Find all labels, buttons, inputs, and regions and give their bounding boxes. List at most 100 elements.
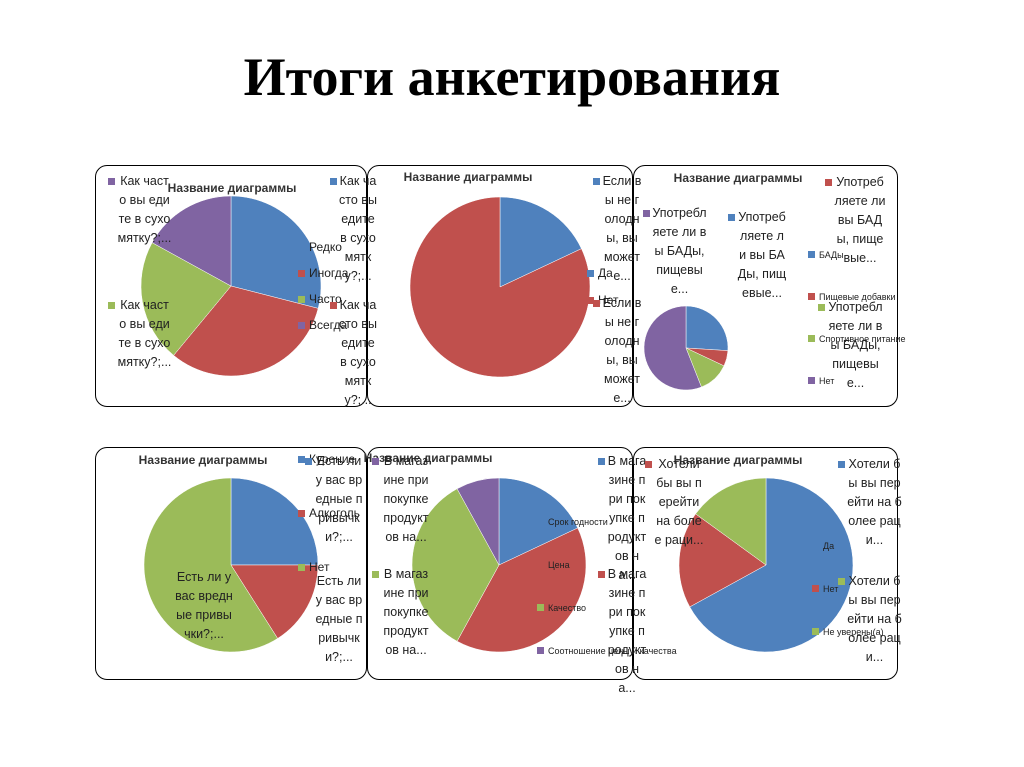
label-marker [818,304,825,311]
pie-slice [499,196,582,288]
data-label: Если вы не голодны, вы можете... [602,174,642,283]
legend-swatch [537,647,544,654]
legend-label: Да [598,266,613,280]
legend-swatch [808,251,815,258]
slide-title: Итоги анкетирования [243,47,781,107]
label-marker [838,461,845,468]
legend-swatch [812,585,819,592]
legend-swatch [587,270,594,277]
legend-entry: Да [812,541,834,551]
legend-swatch [812,628,819,635]
data-label: В магазине при покупке продуктов на... [607,454,647,582]
pie-slice [143,477,278,653]
legend-swatch [298,270,305,277]
legend-entry: БАДы [808,250,844,260]
legend-entry: Редко [298,240,342,254]
label-marker [330,302,337,309]
legend-entry: Да [587,266,613,280]
label-marker [108,178,115,185]
legend-entry: Алкоголь [298,506,360,520]
legend-label: Срок годности [548,517,608,527]
legend-label: Всегда [309,318,348,332]
pie-slice [695,477,767,566]
legend-entry: Всегда [298,318,347,332]
data-label: Есть ли у вас вредные привычки?;... [315,574,363,664]
data-label: Употребляете ли вы БАДы, пищевые... [652,206,707,296]
pie-slice [230,477,319,566]
data-label: В магазине при покупке продуктов на... [383,567,429,657]
chart-title: Название диаграммы [363,451,493,465]
data-label: В магазине при покупке продуктов на... [383,454,429,544]
legend-label: Курение [309,452,356,466]
chart-title: Название диаграммы [403,170,533,184]
legend-swatch [298,296,305,303]
label-marker [305,458,312,465]
label-marker [593,178,600,185]
label-marker [825,179,832,186]
pie-slice [411,488,500,642]
label-marker [598,571,605,578]
label-marker [598,458,605,465]
pie-slice [643,305,702,391]
legend-swatch [808,293,815,300]
data-label: Есть ли у вас вредные привычки?;... [175,570,233,641]
pie-slice [230,564,319,639]
data-label: Как часто вы едите в сухомятку?;... [339,174,377,283]
label-marker [372,571,379,578]
legend-swatch [298,456,305,463]
legend-label: Нет [598,293,619,307]
pie-slice [456,477,500,566]
pie-slice [409,196,591,378]
label-marker [838,578,845,585]
legend-entry: Нет [808,376,834,386]
data-label: Как часто вы едите в сухомятку?;... [117,174,172,245]
pie-slice [173,285,319,377]
data-label: Как часто вы едите в сухомятку?;... [117,298,172,369]
label-marker [108,302,115,309]
label-marker [330,178,337,185]
legend-label: Алкоголь [309,506,360,520]
pie-slice [456,527,587,653]
legend-label: Редко [309,240,342,254]
legend-entry: Иногда [298,266,348,280]
legend-entry: Цена [537,560,570,570]
legend-entry: Нет [812,584,838,594]
legend-label: Иногда [309,266,349,280]
legend-entry: Нет [298,560,329,574]
legend-entry: Качество [537,603,586,613]
legend-label: Соотношение цены и качества [548,646,677,656]
data-label: Употребляете ли вы БАДы, пищевые... [834,175,886,265]
label-marker [593,300,600,307]
data-label: В магазине при покупке продуктов на... [607,567,647,695]
legend-label: Качество [548,603,587,613]
legend-entry: Нет [587,293,618,307]
label-marker [643,210,650,217]
legend-label: Не уверены(а) [823,627,884,637]
legend-entry: Соотношение цены и качества [537,646,677,656]
legend-swatch [298,244,305,251]
legend-label: Пищевые добавки [819,292,896,302]
legend-entry: Курение [298,452,355,466]
chart-title: Название диаграммы [673,453,803,467]
legend-label: Спортивное питание [819,334,906,344]
legend-label: Да [823,541,835,551]
legend-swatch [298,510,305,517]
data-label: Как часто вы едите в сухомятку?;... [339,298,377,407]
label-marker [372,458,379,465]
legend-swatch [812,542,819,549]
legend-swatch [537,518,544,525]
legend-swatch [537,561,544,568]
chart-title: Название диаграммы [673,171,803,185]
legend-swatch [808,377,815,384]
label-marker [728,214,735,221]
data-label: Употребляете ли вы БАДы, пищевые... [737,210,787,300]
data-label: Употребляете ли вы БАДы, пищевые... [828,300,883,390]
data-label: Хотели бы вы перейти на более раци... [847,574,902,664]
legend-label: Цена [548,560,570,570]
pie-slice [678,513,767,608]
data-label: Есть ли у вас вредные привычки?;... [315,454,363,544]
chart-title: Название диаграммы [167,181,297,195]
legend-swatch [298,564,305,571]
label-marker [165,574,172,581]
